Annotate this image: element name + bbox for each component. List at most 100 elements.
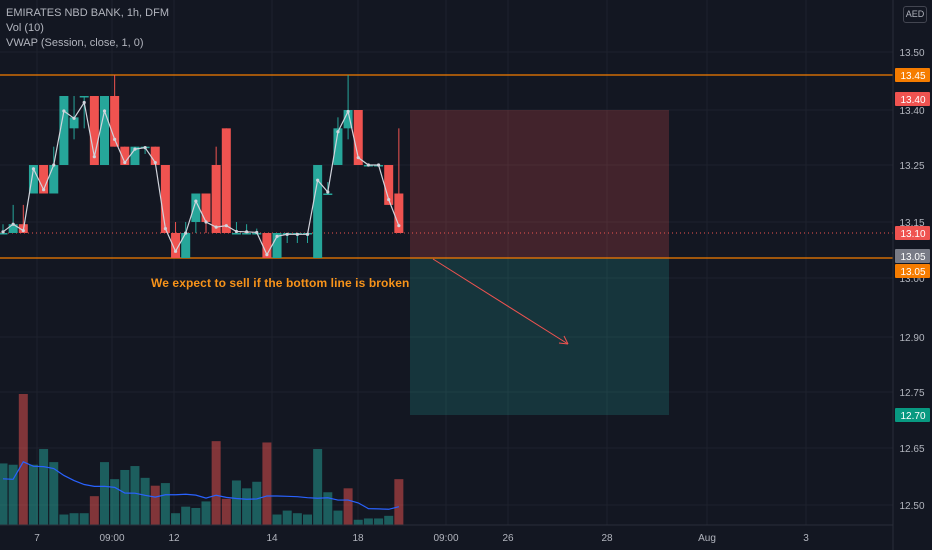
x-tick-label: 09:00 xyxy=(433,533,458,544)
vwap-point xyxy=(21,229,25,233)
candle xyxy=(49,146,59,194)
vwap-indicator-label[interactable]: VWAP (Session, close, 1, 0) xyxy=(6,37,144,49)
volume-bar xyxy=(394,479,404,525)
price-label: 13.05 xyxy=(895,264,930,278)
vwap-point xyxy=(194,199,198,203)
candle-body xyxy=(211,165,221,233)
price-label: 13.45 xyxy=(895,68,930,82)
volume-bar xyxy=(211,441,221,525)
volume-bar xyxy=(191,507,201,525)
candle-body xyxy=(384,165,394,205)
volume-bar xyxy=(160,483,170,525)
candle xyxy=(343,75,353,140)
volume-bar xyxy=(343,488,353,525)
price-label-text: 12.70 xyxy=(900,411,925,422)
vwap-point xyxy=(82,100,86,105)
candle xyxy=(191,193,201,233)
candle xyxy=(333,117,343,165)
volume-bar xyxy=(353,519,363,525)
candle-body xyxy=(69,117,79,129)
price-label-bg xyxy=(895,264,930,278)
volume-bar xyxy=(374,518,384,525)
vwap-point xyxy=(346,109,350,114)
y-tick-label: 13.40 xyxy=(899,106,924,117)
price-label-bg xyxy=(895,249,930,263)
candle-body xyxy=(323,193,333,195)
vwap-point xyxy=(214,225,218,229)
vwap-point xyxy=(295,232,299,236)
volume-bar xyxy=(39,449,49,525)
candle xyxy=(160,165,170,233)
volume-bar xyxy=(150,485,160,525)
projection-arrow-line xyxy=(432,258,569,345)
candle-body xyxy=(231,233,241,235)
annotation-text[interactable]: We expect to sell if the bottom line is … xyxy=(151,276,410,290)
price-label-bg xyxy=(895,408,930,422)
candle xyxy=(394,128,404,233)
candle-body xyxy=(181,233,191,258)
candle-body xyxy=(59,96,69,165)
candle-body xyxy=(394,193,404,233)
price-label-text: 13.40 xyxy=(900,95,925,106)
candle-body xyxy=(272,233,282,258)
candle-body xyxy=(120,146,130,165)
volume-bar xyxy=(130,466,140,525)
volume-bar xyxy=(363,518,373,525)
currency-badge[interactable]: AED xyxy=(903,6,927,23)
vwap-point xyxy=(62,109,66,113)
vwap-point xyxy=(123,160,127,165)
candle-body xyxy=(8,224,18,233)
candle xyxy=(110,75,120,147)
price-label-text: 13.10 xyxy=(900,229,925,240)
symbol-title[interactable]: EMIRATES NBD BANK, 1h, DFM xyxy=(6,7,169,19)
vwap-point xyxy=(92,155,96,159)
candle-body xyxy=(150,146,160,165)
volume-indicator-label[interactable]: Vol (10) xyxy=(6,22,44,34)
vwap-point xyxy=(42,188,46,192)
candle-body xyxy=(100,96,109,165)
y-tick-label: 12.75 xyxy=(899,388,924,399)
vwap-point xyxy=(305,232,310,236)
candle xyxy=(8,204,18,233)
candle-body xyxy=(313,165,323,258)
candle-body xyxy=(110,96,120,147)
vwap-point xyxy=(113,137,117,141)
volume-bar xyxy=(242,488,252,525)
x-tick-label: 09:00 xyxy=(99,533,124,544)
candle-body xyxy=(353,110,363,165)
vwap-point xyxy=(1,230,5,234)
volume-bar xyxy=(303,514,312,525)
price-label-bg xyxy=(895,226,930,240)
y-tick-label: 12.90 xyxy=(899,333,924,344)
candle-body xyxy=(242,233,252,235)
volume-bar xyxy=(313,449,323,525)
vwap-point xyxy=(285,232,289,236)
volume-bar xyxy=(262,442,272,525)
volume-bar xyxy=(120,469,130,525)
chart-legend: EMIRATES NBD BANK, 1h, DFM Vol (10) VWAP… xyxy=(6,6,169,51)
x-tick-label: Aug xyxy=(698,533,716,544)
x-tick-label: 12 xyxy=(168,533,180,544)
candle-body xyxy=(201,193,211,222)
y-tick-label: 13.25 xyxy=(899,161,924,172)
candle xyxy=(100,96,109,165)
y-tick-label: 13.00 xyxy=(899,274,924,285)
candle xyxy=(221,128,231,233)
volume-bar xyxy=(282,510,292,525)
vwap-point xyxy=(336,130,340,134)
price-label-text: 13.45 xyxy=(900,71,925,82)
candle-body xyxy=(28,165,38,194)
price-label-text: 13.05 xyxy=(900,267,925,278)
volume-bar xyxy=(221,498,231,525)
volume-bar xyxy=(171,513,181,525)
volume-bar xyxy=(18,394,28,525)
candle-body xyxy=(171,233,181,258)
candle-body xyxy=(262,233,272,258)
volume-bar xyxy=(292,513,302,525)
volume-bar xyxy=(201,501,211,525)
candle-body xyxy=(89,96,99,165)
vwap-point xyxy=(204,220,208,224)
candle-body xyxy=(39,165,49,194)
vwap-point xyxy=(275,234,279,238)
